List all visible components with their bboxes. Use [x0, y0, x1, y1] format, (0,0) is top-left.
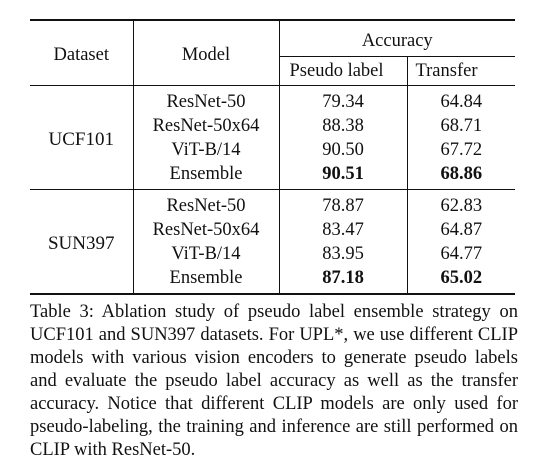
pseudo-cell: 78.87 — [278, 189, 407, 218]
header-accuracy: Accuracy — [278, 20, 515, 57]
header-model: Model — [132, 20, 279, 86]
table-row: UCF101 ResNet-50 79.34 64.84 — [30, 85, 515, 150]
model-cell: Ensemble — [132, 266, 279, 294]
header-dataset: Dataset — [53, 45, 109, 65]
table-row: ResNet-50x64 83.47 64.87 — [30, 218, 515, 242]
model-cell: ResNet-50x64 — [132, 114, 279, 138]
model-cell: Ensemble — [132, 162, 279, 190]
pseudo-cell-best: 90.51 — [278, 162, 407, 190]
transfer-cell: 67.72 — [406, 138, 515, 162]
table-caption: Table 3: Ablation study of pseudo label … — [30, 302, 518, 460]
table-row: ViT-B/14 90.50 67.72 — [30, 138, 515, 162]
model-cell: ResNet-50 — [132, 85, 279, 114]
table-row: SUN397 ResNet-50 78.87 62.83 — [30, 189, 515, 254]
model-cell: ResNet-50x64 — [132, 218, 279, 242]
pseudo-cell: 79.34 — [278, 85, 407, 114]
group-ucf101: UCF101 ResNet-50 79.34 64.84 ResNet-50x6… — [30, 85, 515, 190]
transfer-cell: 64.87 — [406, 218, 515, 242]
model-cell: ViT-B/14 — [132, 242, 279, 266]
header-pseudo-label: Pseudo label — [278, 56, 407, 86]
transfer-cell: 62.83 — [406, 189, 515, 218]
dataset-cell: SUN397 — [47, 233, 115, 254]
transfer-cell: 64.84 — [406, 85, 515, 114]
header-row-2: Pseudo label Transfer — [30, 56, 515, 86]
header-transfer: Transfer — [406, 56, 515, 86]
transfer-cell: 68.71 — [406, 114, 515, 138]
pseudo-cell: 88.38 — [278, 114, 407, 138]
group-sun397: SUN397 ResNet-50 78.87 62.83 ResNet-50x6… — [30, 189, 515, 294]
table-row: ResNet-50x64 88.38 68.71 — [30, 114, 515, 138]
dataset-cell: UCF101 — [48, 129, 114, 150]
model-cell: ResNet-50 — [132, 189, 279, 218]
pseudo-cell: 83.47 — [278, 218, 407, 242]
transfer-cell: 64.77 — [406, 242, 515, 266]
transfer-cell-best: 65.02 — [406, 266, 515, 294]
pseudo-cell-best: 87.18 — [278, 266, 407, 294]
ablation-table-container: Dataset Model Accuracy Pseudo label Tran… — [30, 19, 515, 295]
table-row: ViT-B/14 83.95 64.77 — [30, 242, 515, 266]
table-row: Ensemble 90.51 68.86 — [30, 162, 515, 190]
header-row-1: Dataset Model Accuracy — [30, 20, 515, 86]
pseudo-cell: 90.50 — [278, 138, 407, 162]
ablation-table: Dataset Model Accuracy Pseudo label Tran… — [30, 19, 515, 295]
table-row: Ensemble 87.18 65.02 — [30, 266, 515, 294]
pseudo-cell: 83.95 — [278, 242, 407, 266]
transfer-cell-best: 68.86 — [406, 162, 515, 190]
model-cell: ViT-B/14 — [132, 138, 279, 162]
